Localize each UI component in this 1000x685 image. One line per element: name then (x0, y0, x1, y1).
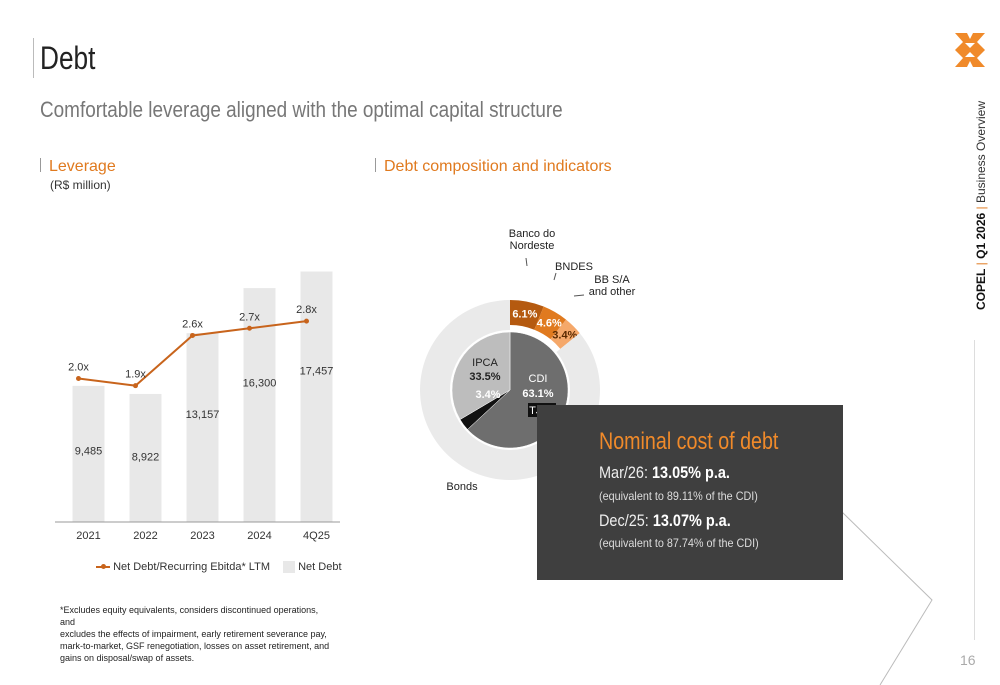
bar-value-label: 16,300 (243, 377, 277, 389)
footnote-line: excludes the effects of impairment, earl… (60, 629, 327, 639)
net-debt-bar (129, 393, 162, 522)
x-tick-label: 2021 (76, 530, 100, 542)
leverage-legend: Net Debt/Recurring Ebitda* LTM Net Debt (96, 561, 342, 574)
legend-line-swatch (96, 564, 110, 570)
inner-name-label: IPCA (472, 357, 498, 369)
outer-name-label: and other (589, 286, 636, 298)
legend-bar-label: Net Debt (298, 561, 342, 573)
bar-value-label: 9,485 (75, 446, 103, 458)
outer-slice-label: 3.4% (552, 330, 577, 342)
decorative-chevron (840, 509, 933, 685)
cost-mar-value: 13.05% p.a. (652, 463, 730, 482)
composition-heading: Debt composition and indicators (375, 158, 612, 176)
cost-dec: Dec/25: 13.07% p.a. (599, 511, 731, 530)
leader-line (573, 294, 585, 297)
inner-value-label: 33.5% (469, 371, 500, 383)
leverage-ratio-label: 1.9x (125, 369, 146, 381)
inner-value-label: 3.4% (475, 389, 500, 401)
outer-slice (534, 306, 567, 340)
footnote-line: mark-to-market, GSF renegotiation, losse… (60, 641, 330, 651)
outer-slice (510, 300, 544, 330)
leverage-ratio-label: 2.6x (182, 318, 203, 330)
cost-mar: Mar/26: 13.05% p.a. (599, 463, 730, 482)
leader-line (525, 257, 528, 267)
cost-dec-value: 13.07% p.a. (652, 511, 731, 530)
leverage-units: (R$ million) (50, 178, 111, 192)
cost-title: Nominal cost of debt (599, 428, 779, 455)
sidebar-period: Q1 2026 (974, 212, 988, 259)
footnote-line: gains on disposal/swap of assets. (60, 653, 195, 663)
page-subtitle: Comfortable leverage aligned with the op… (40, 97, 563, 122)
outer-slice (550, 319, 580, 349)
title-divider (33, 38, 34, 78)
cost-dec-note: (equivalent to 87.74% of the CDI) (599, 536, 759, 550)
inner-labels: CDI 63.1% IPCA 33.5% 3.4% (469, 357, 553, 401)
footnote-line: *Excludes equity equivalents, considers … (60, 605, 319, 627)
cost-of-debt-panel: Nominal cost of debt Mar/26: 13.05% p.a.… (537, 405, 843, 580)
net-debt-bar (186, 333, 219, 522)
outer-name-label: Banco do (509, 228, 555, 240)
legend-line-label: Net Debt/Recurring Ebitda* LTM (113, 561, 270, 573)
outer-slice-label: 4.6% (537, 318, 562, 330)
footnote: *Excludes equity equivalents, considers … (60, 604, 330, 664)
sidebar-label: COPEL | Q1 2026 | Business Overview (974, 100, 988, 310)
legend-bar-swatch (283, 561, 296, 574)
leverage-ratio-label: 2.0x (68, 362, 89, 374)
bar-value-label: 8,922 (132, 451, 160, 463)
outer-name-label: BB S/A (594, 274, 630, 286)
sidebar-section: Business Overview (974, 100, 988, 204)
leverage-ratio-point (76, 376, 81, 381)
x-tick-label: 2022 (133, 530, 157, 542)
inner-name-label: CDI (529, 373, 548, 385)
page-number: 16 (960, 652, 976, 668)
inner-value-label: 63.1% (522, 388, 553, 400)
outer-name-label: Bonds (446, 481, 478, 493)
cost-mar-note: (equivalent to 89.11% of the CDI) (599, 489, 758, 503)
leverage-ratio-label: 2.7x (239, 311, 260, 323)
heading-marker (375, 158, 376, 172)
outer-name-label: BNDES (555, 261, 593, 273)
leverage-heading: Leverage (40, 158, 116, 176)
leader-line (553, 272, 557, 281)
leverage-ratio-point (304, 318, 309, 324)
copel-logo-icon (955, 33, 985, 72)
leverage-ratio-point (190, 332, 195, 338)
heading-marker (40, 158, 41, 172)
net-debt-bar (72, 385, 105, 522)
leverage-ratio-label: 2.8x (296, 304, 317, 316)
leverage-chart: 9,485 2021 8,922 2022 13,157 2023 16,300 2024 17… (55, 271, 340, 542)
x-tick-label: 2023 (190, 530, 214, 542)
bar-value-label: 13,157 (186, 409, 220, 421)
bar-value-label: 17,457 (300, 366, 334, 378)
leverage-ratio-point (247, 325, 252, 331)
x-tick-label: 2024 (247, 530, 271, 542)
sidebar-divider (974, 340, 975, 640)
page-title: Debt (40, 40, 96, 76)
inner-slice (451, 331, 511, 420)
leverage-ratio-point (133, 383, 138, 389)
debt-composition-chart: 6.1%4.6%3.4%85.9%CDI63.1%IPCA33.5%3.4%TJ… (420, 228, 636, 493)
sidebar-company: COPEL (974, 268, 988, 310)
outer-name-label: Nordeste (510, 240, 555, 252)
net-debt-bar (300, 271, 333, 522)
outer-slice-label: 6.1% (512, 308, 537, 320)
x-tick-label: 4Q25 (303, 530, 330, 542)
